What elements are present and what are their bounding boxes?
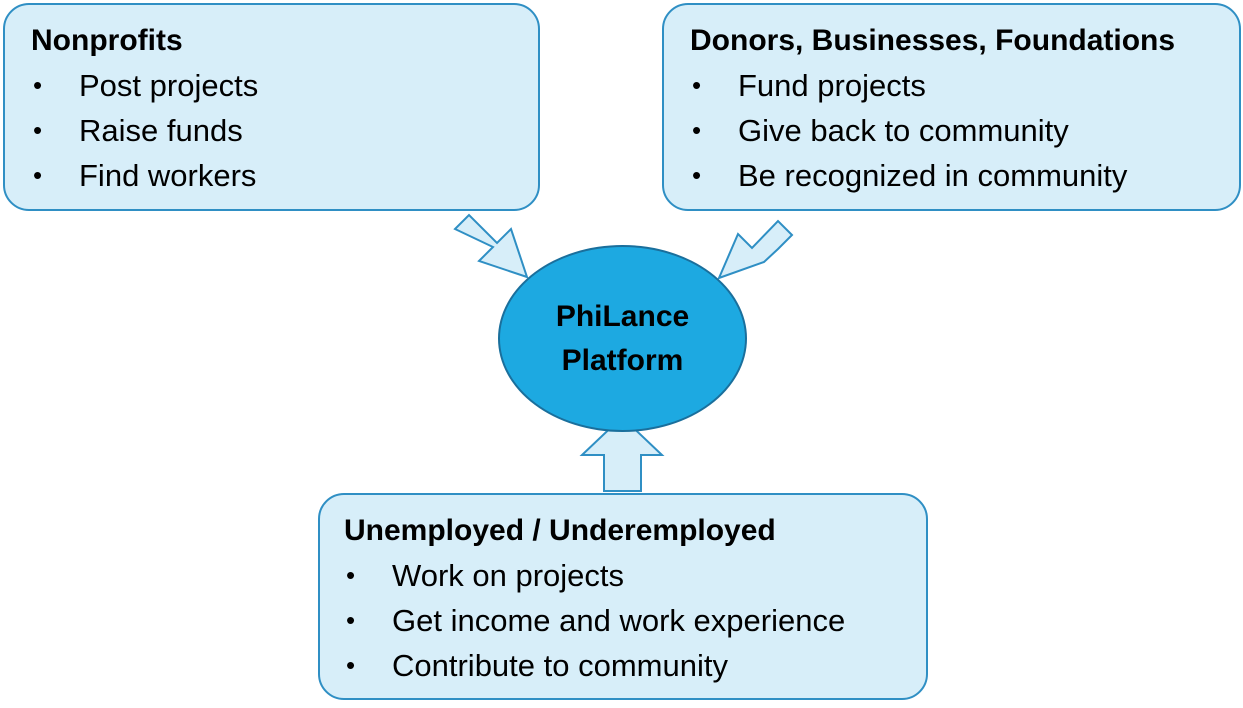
- bullet-icon: •: [692, 115, 702, 145]
- bullet-icon: •: [692, 160, 702, 190]
- philance-platform-hub: PhiLance Platform: [498, 245, 747, 432]
- list-item-text: Post projects: [79, 68, 259, 103]
- list-item-text: Get income and work experience: [392, 603, 846, 638]
- arrow-donors-to-hub: [717, 219, 794, 280]
- unemployed-title: Unemployed / Underemployed: [344, 514, 776, 547]
- list-item: • Get income and work experience: [344, 598, 906, 643]
- donors-box: Donors, Businesses, Foundations • Fund pr…: [662, 3, 1241, 211]
- bullet-icon: •: [33, 70, 43, 100]
- list-item: • Be recognized in community: [690, 153, 1219, 198]
- list-item: • Raise funds: [31, 108, 518, 153]
- bullet-icon: •: [346, 605, 356, 635]
- nonprofits-list: • Post projects • Raise funds • Find worker…: [31, 63, 518, 198]
- bullet-icon: •: [33, 160, 43, 190]
- list-item-text: Contribute to community: [392, 648, 728, 683]
- list-item-text: Fund projects: [738, 68, 926, 103]
- list-item: • Find workers: [31, 153, 518, 198]
- list-item-text: Work on projects: [392, 558, 625, 593]
- nonprofits-title: Nonprofits: [31, 24, 183, 57]
- unemployed-list: • Work on projects • Get income and work e…: [344, 553, 906, 688]
- unemployed-box: Unemployed / Underemployed • Work on proj…: [318, 493, 928, 700]
- bullet-icon: •: [346, 650, 356, 680]
- hub-label-line2: Platform: [561, 343, 684, 377]
- list-item-text: Find workers: [79, 158, 257, 193]
- list-item: • Fund projects: [690, 63, 1219, 108]
- list-item: • Contribute to community: [344, 643, 906, 688]
- list-item-text: Raise funds: [79, 113, 243, 148]
- donors-title: Donors, Businesses, Foundations: [690, 24, 1176, 57]
- list-item: • Work on projects: [344, 553, 906, 598]
- arrow-nonprofits-to-hub: [453, 213, 529, 279]
- bullet-icon: •: [33, 115, 43, 145]
- hub-label-line1: PhiLance: [555, 299, 690, 333]
- list-item-text: Give back to community: [738, 113, 1069, 148]
- bullet-icon: •: [692, 70, 702, 100]
- bullet-icon: •: [346, 560, 356, 590]
- list-item-text: Be recognized in community: [738, 158, 1128, 193]
- list-item: • Give back to community: [690, 108, 1219, 153]
- list-item: • Post projects: [31, 63, 518, 108]
- donors-list: • Fund projects • Give back to community •…: [690, 63, 1219, 198]
- nonprofits-box: Nonprofits • Post projects • Raise funds •…: [3, 3, 540, 211]
